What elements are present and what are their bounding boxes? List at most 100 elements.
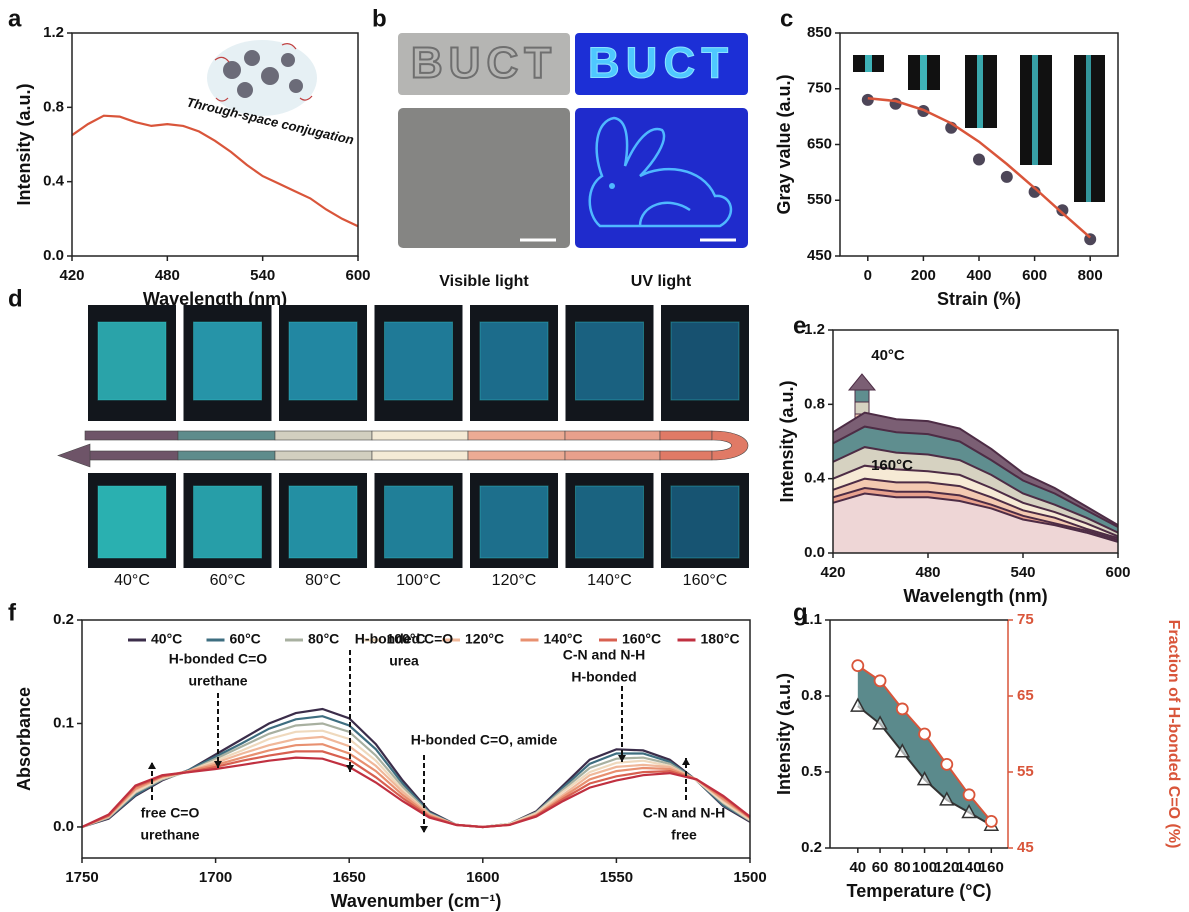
y-tick-label: 0.4 (43, 173, 65, 190)
annotation: 160°C (871, 457, 913, 474)
x-tick-label: 540 (1010, 564, 1035, 581)
arrow-segment (660, 451, 712, 460)
x-tick-label: 200 (911, 267, 936, 284)
marker (941, 759, 952, 770)
x-tick-label: 400 (966, 267, 991, 284)
x-tick-label: 0 (864, 267, 872, 284)
x-tick-label: 600 (1105, 564, 1130, 581)
legend-label: 120°C (465, 631, 504, 647)
photo-sample (385, 486, 453, 558)
y-axis-label: Gray value (a.u.) (774, 74, 794, 214)
arrow-segment (178, 451, 275, 460)
x-tick-label: 1550 (600, 869, 633, 886)
photo-text: BUCT (411, 39, 557, 88)
photo-sample (289, 486, 357, 558)
marker (852, 660, 863, 671)
photo-sample (576, 486, 644, 558)
fill-between (858, 666, 992, 826)
x-tick-label: 1650 (333, 869, 366, 886)
x-tick-label: 1500 (733, 869, 766, 886)
x-tick-label: 480 (155, 267, 180, 284)
arrow-head (58, 444, 90, 467)
y-tick-label: 750 (807, 80, 832, 97)
photo-sample (671, 322, 739, 400)
y-tick-label: 0.0 (53, 818, 74, 835)
annotation-arrowhead (682, 758, 690, 765)
caption: UV light (631, 273, 692, 290)
y-tick-label: 1.2 (804, 321, 825, 338)
photo-sample (385, 322, 453, 400)
arrow-segment (468, 431, 565, 440)
x-tick-label: 80 (894, 859, 911, 876)
annotation: H-bonded (571, 669, 636, 685)
y2-tick-label: 55 (1017, 763, 1034, 780)
arrow-segment (85, 451, 178, 460)
photo-sample (576, 322, 644, 400)
y2-axis-label: Fraction of H-bonded C=O (%) (1165, 620, 1182, 849)
y-tick-label: 0.8 (801, 687, 822, 704)
y-tick-label: 0.4 (804, 470, 826, 487)
panel-letter: a (8, 5, 22, 32)
legend-label: 180°C (701, 631, 740, 647)
annotation-arrowhead (148, 762, 156, 769)
arrow-segment (660, 431, 712, 440)
arrow-segment (372, 451, 468, 460)
arrow-segment (565, 431, 660, 440)
y-tick-label: 0.2 (801, 839, 822, 856)
photo-sample (194, 486, 262, 558)
x-tick-label: 1600 (466, 869, 499, 886)
photo-text: BUCT (588, 39, 734, 88)
x-tick-label: 160 (979, 859, 1004, 876)
x-axis-label: Wavenumber (cm⁻¹) (331, 891, 502, 911)
arrow-segment (275, 451, 372, 460)
photo-sample (98, 486, 166, 558)
legend-label: 140°C (544, 631, 583, 647)
y-axis-label: Intensity (a.u.) (14, 83, 34, 205)
photo-sample (480, 486, 548, 558)
photo-sample (480, 322, 548, 400)
caption: 40°C (114, 572, 150, 589)
annotation: free (671, 827, 697, 843)
x-tick-label: 60 (872, 859, 889, 876)
marker (964, 789, 975, 800)
annotation: 40°C (871, 347, 905, 364)
x-tick-label: 600 (345, 267, 370, 284)
x-tick-label: 40 (849, 859, 866, 876)
arrow-turn (712, 431, 748, 460)
photo-sample (194, 322, 262, 400)
annotation: C-N and N-H (563, 647, 645, 663)
marker (875, 675, 886, 686)
annotation: H-bonded C=O (169, 651, 267, 667)
panel-letter: f (8, 599, 17, 626)
annotation-arrowhead (420, 826, 428, 833)
marker (919, 729, 930, 740)
photo-sample (289, 322, 357, 400)
y-tick-label: 0.8 (804, 395, 825, 412)
rabbit-eye (609, 183, 615, 189)
x-tick-label: 1700 (199, 869, 232, 886)
y-tick-label: 1.1 (801, 611, 822, 628)
y-tick-label: 0.1 (53, 714, 74, 731)
caption: 120°C (492, 572, 537, 589)
arrow-segment (372, 431, 468, 440)
x-tick-label: 480 (915, 564, 940, 581)
y-tick-label: 0.2 (53, 611, 74, 628)
y2-tick-label: 45 (1017, 839, 1034, 856)
photo (398, 108, 570, 248)
marker (986, 816, 997, 827)
panel-letter: c (780, 5, 793, 32)
legend-label: 80°C (308, 631, 339, 647)
y-tick-label: 550 (807, 191, 832, 208)
y-axis-label: Absorbance (14, 687, 34, 791)
annotation: urea (389, 653, 419, 669)
strain-insets (853, 55, 1105, 202)
annotation: free C=O (141, 805, 200, 821)
annotation: urethane (140, 827, 199, 843)
x-tick-label: 1750 (65, 869, 98, 886)
point (973, 154, 985, 166)
y-tick-label: 1.2 (43, 24, 64, 41)
legend-label: 60°C (230, 631, 261, 647)
marker (897, 703, 908, 714)
y2-tick-label: 65 (1017, 687, 1034, 704)
x-tick-label: 420 (59, 267, 84, 284)
